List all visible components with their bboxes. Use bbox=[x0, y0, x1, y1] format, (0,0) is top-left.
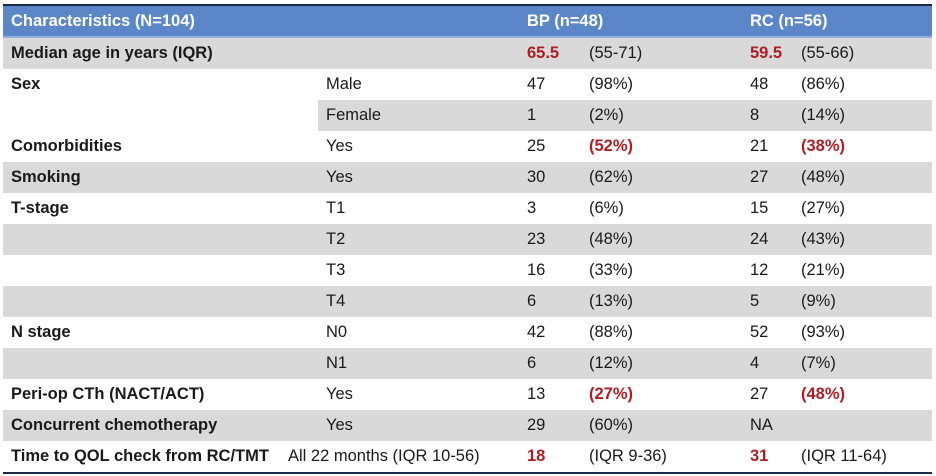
bp-count: 13 bbox=[527, 385, 546, 403]
table-row: T-stage T1 3 (6%) 15 (27%) bbox=[3, 193, 932, 224]
rc-percent: (86%) bbox=[801, 75, 846, 93]
row-label: T-stage bbox=[11, 199, 69, 217]
row-label: Time to QOL check from RC/TMT bbox=[11, 447, 269, 465]
row-sublabel: Male bbox=[326, 75, 362, 93]
table-row: Concurrent chemotherapy Yes 29 (60%) NA bbox=[3, 410, 932, 441]
rc-percent: (9%) bbox=[801, 292, 836, 310]
rc-percent: (48%) bbox=[801, 385, 846, 403]
rc-count: 52 bbox=[750, 323, 769, 341]
header-characteristics: Characteristics (N=104) bbox=[11, 12, 195, 30]
rc-value: 59.5 bbox=[750, 44, 783, 62]
rc-count: 5 bbox=[750, 292, 760, 310]
rc-percent: (27%) bbox=[801, 199, 846, 217]
row-sublabel: T4 bbox=[326, 292, 346, 310]
row-label: Comorbidities bbox=[11, 137, 122, 155]
rc-percent: (48%) bbox=[801, 168, 846, 186]
rc-count: 24 bbox=[750, 230, 769, 248]
row-sublabel: Yes bbox=[326, 168, 353, 186]
bp-percent: (6%) bbox=[589, 199, 624, 217]
table-row: Median age in years (IQR) 65.5 (55-71) 5… bbox=[3, 38, 932, 69]
bp-percent: (13%) bbox=[589, 292, 634, 310]
rc-percent: (38%) bbox=[801, 137, 846, 155]
table-row: Peri-op CTh (NACT/ACT) Yes 13 (27%) 27 (… bbox=[3, 379, 932, 410]
bp-count: 42 bbox=[527, 323, 546, 341]
row-sublabel: N0 bbox=[326, 323, 348, 341]
table-row: Comorbidities Yes 25 (52%) 21 (38%) bbox=[3, 131, 932, 162]
row-sublabel: Female bbox=[326, 106, 382, 124]
characteristics-table: Characteristics (N=104) BP (n=48) RC (n=… bbox=[3, 4, 932, 474]
row-sublabel: Yes bbox=[326, 385, 353, 403]
rc-percent: (21%) bbox=[801, 261, 846, 279]
rc-count: 4 bbox=[750, 354, 760, 372]
bp-range: (55-71) bbox=[589, 44, 643, 62]
row-label: Concurrent chemotherapy bbox=[11, 416, 218, 434]
table-header: Characteristics (N=104) BP (n=48) RC (n=… bbox=[3, 6, 932, 38]
row-label: Smoking bbox=[11, 168, 81, 186]
bp-percent: (98%) bbox=[589, 75, 634, 93]
row-sublabel: T3 bbox=[326, 261, 346, 279]
rc-percent: (93%) bbox=[801, 323, 846, 341]
rc-count: 12 bbox=[750, 261, 769, 279]
rc-percent: (14%) bbox=[801, 106, 846, 124]
rc-count: 27 bbox=[750, 168, 769, 186]
rc-count: 8 bbox=[750, 106, 760, 124]
row-sublabel: N1 bbox=[326, 354, 348, 372]
bp-percent: (33%) bbox=[589, 261, 634, 279]
bp-range: (IQR 9-36) bbox=[589, 447, 667, 465]
rc-count: 15 bbox=[750, 199, 769, 217]
bp-count: 29 bbox=[527, 416, 546, 434]
table-row: N1 6 (12%) 4 (7%) bbox=[3, 348, 932, 379]
bp-count: 25 bbox=[527, 137, 546, 155]
table-row: N stage N0 42 (88%) 52 (93%) bbox=[3, 317, 932, 348]
bp-percent: (2%) bbox=[589, 106, 624, 124]
bp-count: 3 bbox=[527, 199, 537, 217]
bp-count: 6 bbox=[527, 292, 537, 310]
row-label: Median age in years (IQR) bbox=[11, 44, 213, 62]
bp-percent: (52%) bbox=[589, 137, 634, 155]
row-sublabel: Yes bbox=[326, 416, 353, 434]
rc-count: 48 bbox=[750, 75, 769, 93]
table-row: Female 1 (2%) 8 (14%) bbox=[3, 100, 932, 131]
row-sublabel: Yes bbox=[326, 137, 353, 155]
row-sublabel: T1 bbox=[326, 199, 346, 217]
header-rc: RC (n=56) bbox=[750, 12, 828, 30]
row-label: Peri-op CTh (NACT/ACT) bbox=[11, 385, 205, 403]
bp-percent: (48%) bbox=[589, 230, 634, 248]
bp-value: 18 bbox=[527, 447, 546, 465]
bp-percent: (60%) bbox=[589, 416, 634, 434]
table-row: T2 23 (48%) 24 (43%) bbox=[3, 224, 932, 255]
bp-count: 30 bbox=[527, 168, 546, 186]
row-label: Sex bbox=[11, 75, 41, 93]
rc-percent: (7%) bbox=[801, 354, 836, 372]
row-label: N stage bbox=[11, 323, 71, 341]
bp-count: 16 bbox=[527, 261, 546, 279]
bp-percent: (12%) bbox=[589, 354, 634, 372]
bp-percent: (62%) bbox=[589, 168, 634, 186]
table-row: T3 16 (33%) 12 (21%) bbox=[3, 255, 932, 286]
row-sublabel: All 22 months (IQR 10-56) bbox=[288, 447, 480, 465]
rc-count: 27 bbox=[750, 385, 769, 403]
bp-value: 65.5 bbox=[527, 44, 560, 62]
table-row: Sex Male 47 (98%) 48 (86%) bbox=[3, 69, 932, 100]
rc-count: 21 bbox=[750, 137, 769, 155]
bp-count: 47 bbox=[527, 75, 546, 93]
bp-count: 6 bbox=[527, 354, 537, 372]
bp-percent: (27%) bbox=[589, 385, 634, 403]
rc-value: 31 bbox=[750, 447, 769, 465]
table-row: T4 6 (13%) 5 (9%) bbox=[3, 286, 932, 317]
table-row: Time to QOL check from RC/TMT All 22 mon… bbox=[3, 441, 932, 474]
rc-percent: (43%) bbox=[801, 230, 846, 248]
rc-count: NA bbox=[750, 416, 773, 434]
header-bp: BP (n=48) bbox=[527, 12, 604, 30]
rc-range: (55-66) bbox=[801, 44, 855, 62]
rc-range: (IQR 11-64) bbox=[801, 447, 887, 465]
bp-percent: (88%) bbox=[589, 323, 634, 341]
bp-count: 23 bbox=[527, 230, 546, 248]
row-sublabel: T2 bbox=[326, 230, 346, 248]
table-row: Smoking Yes 30 (62%) 27 (48%) bbox=[3, 162, 932, 193]
bp-count: 1 bbox=[527, 106, 537, 124]
